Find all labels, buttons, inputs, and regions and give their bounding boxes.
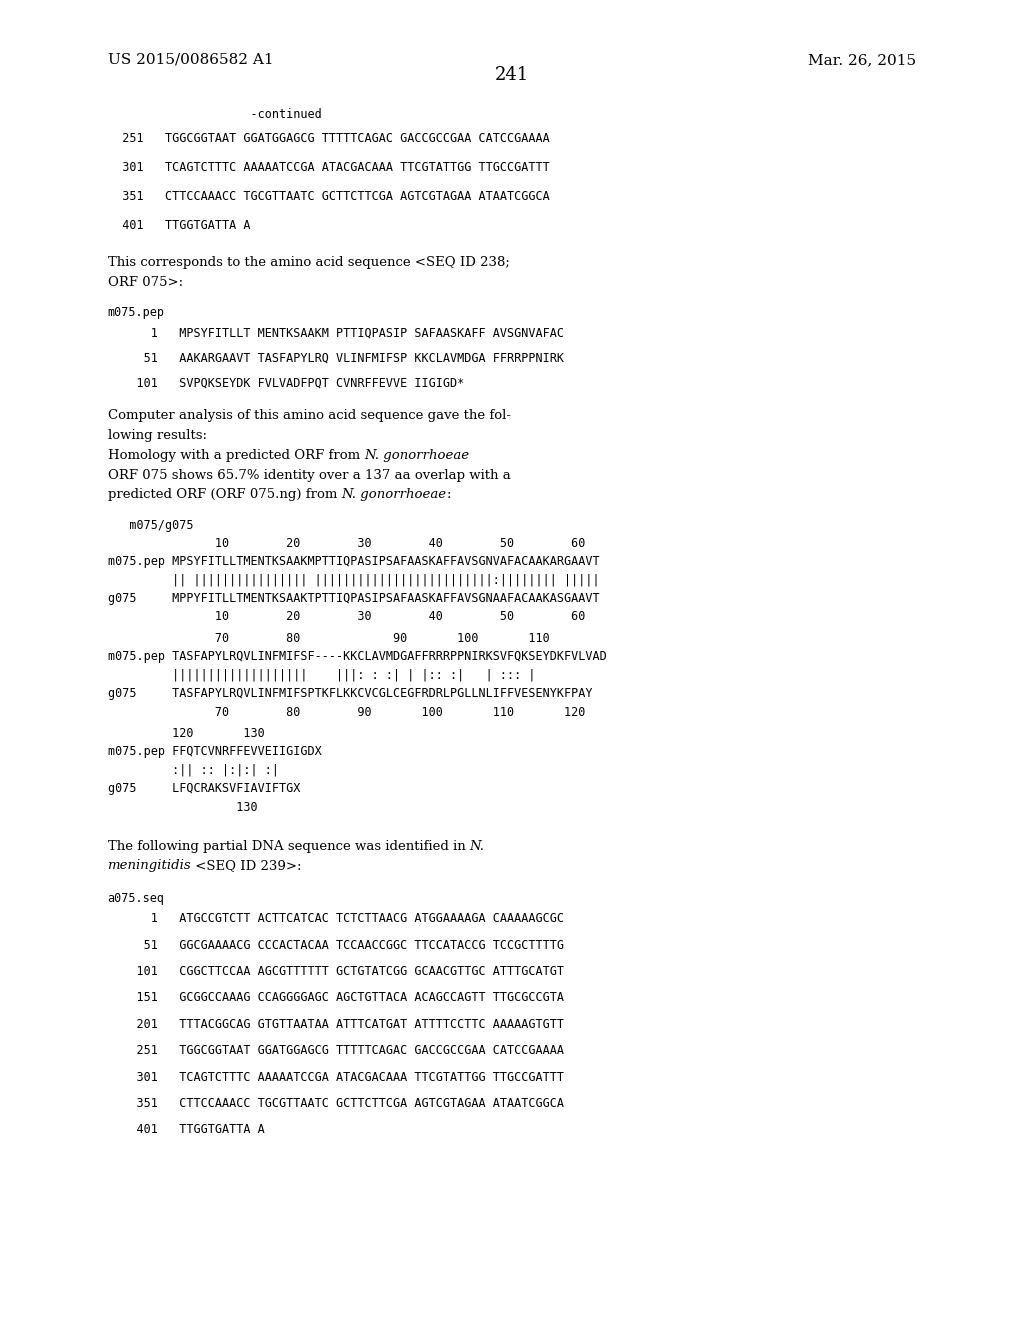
Text: 120       130: 120 130 [108, 726, 264, 739]
Text: 10        20        30        40        50        60: 10 20 30 40 50 60 [108, 610, 585, 623]
Text: :: : [446, 488, 451, 502]
Text: g075     LFQCRAKSVFIAVIFTGX: g075 LFQCRAKSVFIAVIFTGX [108, 781, 300, 795]
Text: predicted ORF (ORF 075.ng) from: predicted ORF (ORF 075.ng) from [108, 488, 341, 502]
Text: :|| :: |:|:| :|: :|| :: |:|:| :| [108, 763, 279, 776]
Text: N.: N. [470, 840, 484, 853]
Text: m075.pep MPSYFITLLTMENTKSAAKMPTTIQPASIPSAFAASKAFFAVSGNVAFACAAKARGAAVT: m075.pep MPSYFITLLTMENTKSAAKMPTTIQPASIPS… [108, 554, 599, 568]
Text: 51   GGCGAAAACG CCCACTACAA TCCAACCGGC TTCCATACCG TCCGCTTTTG: 51 GGCGAAAACG CCCACTACAA TCCAACCGGC TTCC… [108, 939, 563, 952]
Text: N. gonorrhoeae: N. gonorrhoeae [364, 449, 469, 462]
Text: The following partial DNA sequence was identified in: The following partial DNA sequence was i… [108, 840, 470, 853]
Text: g075     MPPYFITLLTMENTKSAAKTPTTIQPASIPSAFAASKAFFAVSGNAAFACAAKASGAAVT: g075 MPPYFITLLTMENTKSAAKTPTTIQPASIPSAFAA… [108, 591, 599, 605]
Text: meningitidis: meningitidis [108, 859, 191, 873]
Text: ORF 075 shows 65.7% identity over a 137 aa overlap with a: ORF 075 shows 65.7% identity over a 137 … [108, 469, 510, 482]
Text: m075.pep FFQTCVNRFFEVVEIIGIGDX: m075.pep FFQTCVNRFFEVVEIIGIGDX [108, 744, 322, 758]
Text: <SEQ ID 239>:: <SEQ ID 239>: [191, 859, 302, 873]
Text: 251   TGGCGGTAAT GGATGGAGCG TTTTTCAGAC GACCGCCGAA CATCCGAAAA: 251 TGGCGGTAAT GGATGGAGCG TTTTTCAGAC GAC… [108, 1044, 563, 1057]
Text: 241: 241 [495, 66, 529, 84]
Text: 401   TTGGTGATTA A: 401 TTGGTGATTA A [108, 1123, 264, 1137]
Text: 101   CGGCTTCCAA AGCGTTTTTT GCTGTATCGG GCAACGTTGC ATTTGCATGT: 101 CGGCTTCCAA AGCGTTTTTT GCTGTATCGG GCA… [108, 965, 563, 978]
Text: This corresponds to the amino acid sequence <SEQ ID 238;: This corresponds to the amino acid seque… [108, 256, 509, 269]
Text: 101   SVPQKSEYDK FVLVADFPQT CVNRFFEVVE IIGIGD*: 101 SVPQKSEYDK FVLVADFPQT CVNRFFEVVE IIG… [108, 376, 464, 389]
Text: m075/g075: m075/g075 [108, 519, 193, 532]
Text: 151   GCGGCCAAAG CCAGGGGAGC AGCTGTTACA ACAGCCAGTT TTGCGCCGTA: 151 GCGGCCAAAG CCAGGGGAGC AGCTGTTACA ACA… [108, 991, 563, 1005]
Text: 70        80        90       100       110       120: 70 80 90 100 110 120 [108, 705, 585, 718]
Text: US 2015/0086582 A1: US 2015/0086582 A1 [108, 53, 273, 67]
Text: 70        80             90       100       110: 70 80 90 100 110 [108, 632, 549, 644]
Text: 201   TTTACGGCAG GTGTTAATAA ATTTCATGAT ATTTTCCTTC AAAAAGTGTT: 201 TTTACGGCAG GTGTTAATAA ATTTCATGAT ATT… [108, 1018, 563, 1031]
Text: m075.pep: m075.pep [108, 306, 165, 319]
Text: Mar. 26, 2015: Mar. 26, 2015 [808, 53, 916, 67]
Text: N. gonorrhoeae: N. gonorrhoeae [341, 488, 446, 502]
Text: 301   TCAGTCTTTC AAAAATCCGA ATACGACAAA TTCGTATTGG TTGCCGATTT: 301 TCAGTCTTTC AAAAATCCGA ATACGACAAA TTC… [108, 161, 549, 174]
Text: g075     TASFAPYLRQVLINFMIFSPTKFLKKCVCGLCEGFRDRLPGLLNLIFFVESENYKFPAY: g075 TASFAPYLRQVLINFMIFSPTKFLKKCVCGLCEGF… [108, 686, 592, 700]
Text: 10        20        30        40        50        60: 10 20 30 40 50 60 [108, 536, 585, 549]
Text: || |||||||||||||||| |||||||||||||||||||||||||:|||||||| |||||: || |||||||||||||||| ||||||||||||||||||||… [108, 573, 599, 586]
Text: a075.seq: a075.seq [108, 892, 165, 906]
Text: Computer analysis of this amino acid sequence gave the fol-: Computer analysis of this amino acid seq… [108, 409, 511, 422]
Text: 401   TTGGTGATTA A: 401 TTGGTGATTA A [108, 219, 250, 232]
Text: Homology with a predicted ORF from: Homology with a predicted ORF from [108, 449, 364, 462]
Text: |||||||||||||||||||    |||: : :| | |:: :|   | ::: |: ||||||||||||||||||| |||: : :| | |:: :| |… [108, 668, 535, 681]
Text: m075.pep TASFAPYLRQVLINFMIFSF----KKCLAVMDGAFFRRRPPNIRKSVFQKSEYDKFVLVAD: m075.pep TASFAPYLRQVLINFMIFSF----KKCLAVM… [108, 651, 606, 663]
Text: 1   MPSYFITLLT MENTKSAAKM PTTIQPASIP SAFAASKAFF AVSGNVAFAC: 1 MPSYFITLLT MENTKSAAKM PTTIQPASIP SAFAA… [108, 326, 563, 339]
Text: lowing results:: lowing results: [108, 429, 207, 442]
Text: -continued: -continued [108, 107, 322, 120]
Text: 130: 130 [108, 800, 257, 813]
Text: 351   CTTCCAAACC TGCGTTAATC GCTTCTTCGA AGTCGTAGAA ATAATCGGCA: 351 CTTCCAAACC TGCGTTAATC GCTTCTTCGA AGT… [108, 1097, 563, 1110]
Text: 51   AAKARGAAVT TASFAPYLRQ VLINFMIFSP KKCLAVMDGA FFRRPPNIRK: 51 AAKARGAAVT TASFAPYLRQ VLINFMIFSP KKCL… [108, 351, 563, 364]
Text: 351   CTTCCAAACC TGCGTTAATC GCTTCTTCGA AGTCGTAGAA ATAATCGGCA: 351 CTTCCAAACC TGCGTTAATC GCTTCTTCGA AGT… [108, 190, 549, 203]
Text: 251   TGGCGGTAAT GGATGGAGCG TTTTTCAGAC GACCGCCGAA CATCCGAAAA: 251 TGGCGGTAAT GGATGGAGCG TTTTTCAGAC GAC… [108, 132, 549, 145]
Text: 301   TCAGTCTTTC AAAAATCCGA ATACGACAAA TTCGTATTGG TTGCCGATTT: 301 TCAGTCTTTC AAAAATCCGA ATACGACAAA TTC… [108, 1071, 563, 1084]
Text: ORF 075>:: ORF 075>: [108, 276, 182, 289]
Text: 1   ATGCCGTCTT ACTTCATCAC TCTCTTAACG ATGGAAAAGA CAAAAAGCGC: 1 ATGCCGTCTT ACTTCATCAC TCTCTTAACG ATGGA… [108, 912, 563, 925]
